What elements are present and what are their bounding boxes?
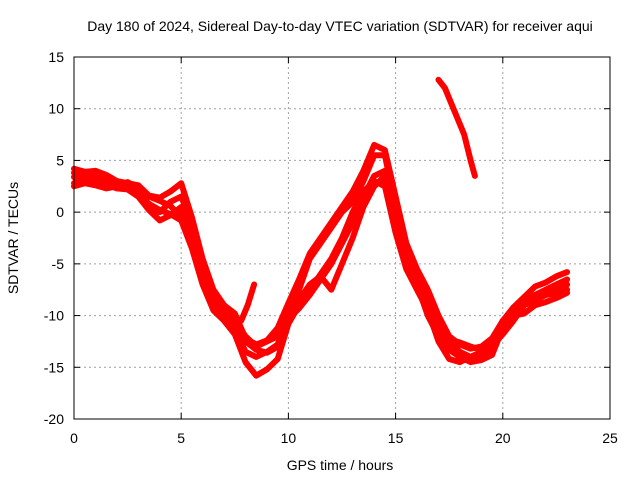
y-tick-label: -15 (44, 359, 64, 375)
series-line-track-4 (71, 141, 571, 352)
y-tick-label: -20 (44, 411, 64, 427)
x-tick-label: 20 (495, 430, 511, 446)
x-tick-label: 25 (602, 430, 618, 446)
x-tick-label: 0 (70, 430, 78, 446)
y-tick-label: 10 (48, 101, 64, 117)
y-tick-label: 15 (48, 49, 64, 65)
series-line-track-7 (238, 281, 258, 324)
x-tick-label: 10 (281, 430, 297, 446)
x-axis-label: GPS time / hours (287, 457, 394, 473)
x-tick-label: 15 (388, 430, 404, 446)
x-tick-label: 5 (177, 430, 185, 446)
y-tick-label: -10 (44, 308, 64, 324)
data-series (71, 76, 571, 379)
chart-title: Day 180 of 2024, Sidereal Day-to-day VTE… (87, 18, 593, 34)
y-tick-label: 0 (56, 204, 64, 220)
y-axis-label: SDTVAR / TECUs (5, 182, 21, 294)
plot-frame (73, 56, 611, 420)
y-tick-label: -5 (52, 256, 65, 272)
y-tick-label: 5 (56, 152, 64, 168)
series-line-track-5 (71, 174, 571, 379)
series-line-track-2 (71, 152, 571, 360)
series-line-track-6 (435, 76, 478, 179)
